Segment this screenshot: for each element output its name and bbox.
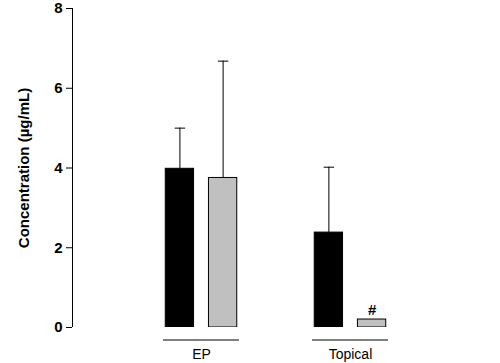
svg-text:8: 8 xyxy=(54,0,62,16)
svg-text:0: 0 xyxy=(54,318,62,335)
svg-text:EP: EP xyxy=(192,346,211,362)
svg-text:Concentration (µg/mL): Concentration (µg/mL) xyxy=(15,88,32,248)
svg-text:4: 4 xyxy=(54,159,63,176)
svg-text:6: 6 xyxy=(54,79,62,96)
svg-text:2: 2 xyxy=(54,239,62,256)
svg-text:#: # xyxy=(368,301,377,318)
svg-text:Topical: Topical xyxy=(329,346,373,362)
